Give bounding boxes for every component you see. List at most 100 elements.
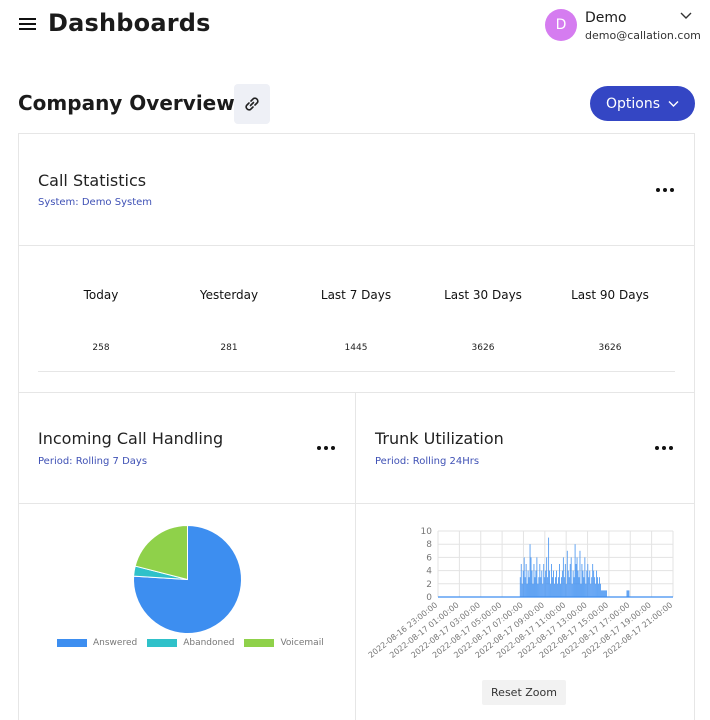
reset-zoom-button[interactable]: Reset Zoom <box>482 680 566 705</box>
trunk-bar[interactable] <box>522 570 524 597</box>
trunk-bar[interactable] <box>592 564 594 597</box>
trunk-bar[interactable] <box>541 570 543 597</box>
trunk-bar[interactable] <box>524 577 526 597</box>
trunk-bar[interactable] <box>593 570 595 597</box>
trunk-bar[interactable] <box>532 583 534 597</box>
trunk-bar[interactable] <box>606 590 607 597</box>
trunk-bar[interactable] <box>605 590 606 597</box>
trunk-bar[interactable] <box>559 564 560 597</box>
user-name[interactable]: Demo <box>585 10 627 26</box>
trunk-bar[interactable] <box>585 583 587 597</box>
trunk-bar[interactable] <box>547 577 549 597</box>
trunk-bar[interactable] <box>569 564 571 597</box>
trunk-bar[interactable] <box>549 570 551 597</box>
trunk-bar[interactable] <box>562 557 564 597</box>
trunk-bar[interactable] <box>556 570 557 597</box>
trunk-bar[interactable] <box>578 577 580 597</box>
call-statistics-menu-button[interactable] <box>653 183 677 197</box>
trunk-bar[interactable] <box>528 577 530 597</box>
trunk-bar[interactable] <box>523 557 525 597</box>
chevron-down-icon[interactable] <box>680 11 692 21</box>
trunk-bar[interactable] <box>560 583 561 597</box>
trunk-utilization-menu-button[interactable] <box>652 441 676 455</box>
trunk-bar[interactable] <box>627 590 629 597</box>
link-button[interactable] <box>234 84 270 124</box>
trunk-bar[interactable] <box>576 557 578 597</box>
trunk-bar[interactable] <box>519 577 521 597</box>
trunk-bar[interactable] <box>565 583 567 597</box>
trunk-bar[interactable] <box>599 577 600 597</box>
trunk-bar[interactable] <box>572 570 574 597</box>
trunk-bar[interactable] <box>600 583 601 597</box>
trunk-bar[interactable] <box>566 550 568 597</box>
trunk-bar[interactable] <box>575 564 577 597</box>
trunk-bar[interactable] <box>555 577 556 597</box>
trunk-bar[interactable] <box>553 570 554 597</box>
trunk-bar[interactable] <box>536 557 538 597</box>
trunk-bar[interactable] <box>561 570 563 597</box>
avatar[interactable]: D <box>545 9 577 41</box>
trunk-bar[interactable] <box>604 590 605 597</box>
trunk-bar[interactable] <box>550 583 551 597</box>
trunk-bar[interactable] <box>590 583 592 597</box>
trunk-bar[interactable] <box>581 564 583 597</box>
trunk-bar[interactable] <box>577 570 579 597</box>
legend-label-voicemail[interactable]: Voicemail <box>280 638 324 648</box>
trunk-bar[interactable] <box>598 583 599 597</box>
trunk-bar[interactable] <box>558 577 559 597</box>
trunk-bar[interactable] <box>551 564 552 597</box>
trunk-bar[interactable] <box>544 577 546 597</box>
trunk-bar[interactable] <box>548 537 550 597</box>
trunk-bar[interactable] <box>571 583 573 597</box>
trunk-bar[interactable] <box>557 583 558 597</box>
trunk-bar[interactable] <box>527 570 529 597</box>
trunk-bar[interactable] <box>582 570 584 597</box>
trunk-bar[interactable] <box>542 583 544 597</box>
trunk-bar[interactable] <box>579 550 581 597</box>
trunk-bar[interactable] <box>525 564 527 597</box>
trunk-bar[interactable] <box>554 583 555 597</box>
trunk-bar[interactable] <box>526 583 528 597</box>
trunk-bar[interactable] <box>560 577 562 597</box>
legend-label-abandoned[interactable]: Abandoned <box>183 638 235 648</box>
trunk-bar[interactable] <box>539 564 541 597</box>
trunk-bar[interactable] <box>563 577 565 597</box>
trunk-bar[interactable] <box>603 590 604 597</box>
trunk-bar[interactable] <box>589 570 591 597</box>
trunk-bar[interactable] <box>583 577 585 597</box>
trunk-bar[interactable] <box>573 577 575 597</box>
trunk-bar[interactable] <box>591 577 593 597</box>
trunk-bar[interactable] <box>552 577 553 597</box>
trunk-bar[interactable] <box>530 557 532 597</box>
trunk-bar[interactable] <box>564 564 566 597</box>
trunk-bar[interactable] <box>521 583 523 597</box>
trunk-bar[interactable] <box>531 570 533 597</box>
incoming-call-handling-menu-button[interactable] <box>314 441 338 455</box>
trunk-bar[interactable] <box>626 590 628 597</box>
trunk-bar[interactable] <box>602 590 603 597</box>
trunk-bar[interactable] <box>533 564 535 597</box>
trunk-bar[interactable] <box>568 577 570 597</box>
trunk-bar[interactable] <box>543 564 545 597</box>
pie-slice-voicemail[interactable] <box>134 524 188 581</box>
trunk-bar[interactable] <box>545 570 547 597</box>
trunk-bar[interactable] <box>540 577 542 597</box>
trunk-bar[interactable] <box>537 583 539 597</box>
trunk-bar[interactable] <box>534 577 536 597</box>
trunk-bar[interactable] <box>529 544 531 597</box>
trunk-bar[interactable] <box>594 577 596 597</box>
trunk-bar[interactable] <box>538 577 540 597</box>
trunk-bar[interactable] <box>570 557 572 597</box>
hamburger-menu-icon[interactable] <box>18 14 38 34</box>
trunk-bar[interactable] <box>535 570 537 597</box>
trunk-bar[interactable] <box>584 557 586 597</box>
trunk-bar[interactable] <box>546 557 548 597</box>
trunk-bar[interactable] <box>588 577 590 597</box>
trunk-bar[interactable] <box>628 590 630 597</box>
trunk-bar[interactable] <box>595 583 597 597</box>
options-button[interactable]: Options <box>590 86 695 121</box>
legend-label-answered[interactable]: Answered <box>93 638 138 648</box>
trunk-bar[interactable] <box>574 544 576 597</box>
trunk-bar[interactable] <box>520 564 522 597</box>
